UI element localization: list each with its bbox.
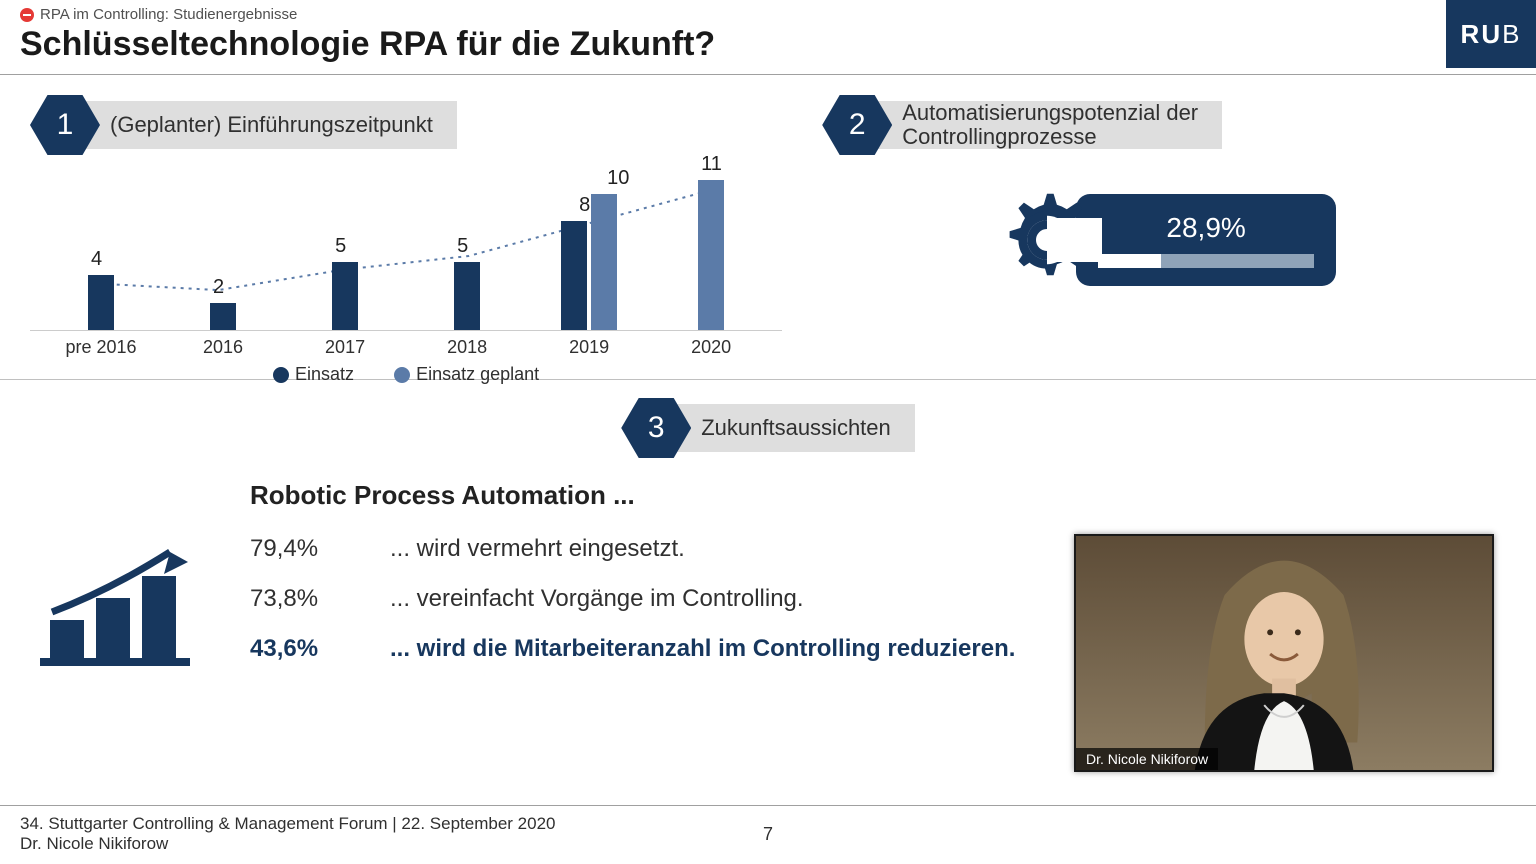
bar-value-label: 8 — [579, 194, 590, 217]
stat-percent: 73,8% — [250, 585, 350, 613]
stat-percent: 79,4% — [250, 535, 350, 563]
panel-2: 2 Automatisierungspotenzial der Controll… — [822, 95, 1506, 371]
section3-label: Zukunftsaussichten — [673, 404, 915, 452]
slide-footer: 34. Stuttgarter Controlling & Management… — [0, 805, 1536, 864]
hex-number-1: 1 — [57, 108, 74, 142]
section2-head: 2 Automatisierungspotenzial der Controll… — [822, 95, 1506, 155]
video-caption: Dr. Nicole Nikiforow — [1076, 748, 1218, 770]
chart-legend: Einsatz Einsatz geplant — [30, 358, 782, 385]
gear-icon — [992, 185, 1102, 295]
section2-label: Automatisierungspotenzial der Controllin… — [874, 101, 1222, 149]
stat-text: ... wird vermehrt eingesetzt. — [390, 535, 685, 563]
legend-item: Einsatz geplant — [394, 364, 539, 385]
chart-slot: 8 10 — [528, 161, 650, 330]
bar-value-label: 5 — [335, 235, 346, 258]
top-row: 1 (Geplanter) Einführungszeitpunkt 4 2 5 5 8… — [0, 75, 1536, 380]
footer-text: 34. Stuttgarter Controlling & Management… — [20, 814, 555, 854]
section3-head: 3 Zukunftsaussichten — [30, 398, 1506, 458]
progress-bar — [1098, 254, 1314, 268]
speaker-video: Dr. Nicole Nikiforow — [1074, 534, 1494, 772]
chart-area: 4 2 5 5 8 10 11 — [30, 161, 782, 331]
page-number: 7 — [763, 824, 773, 845]
breadcrumb-text: RPA im Controlling: Studienergebnisse — [40, 6, 297, 23]
logo-light: B — [1502, 19, 1521, 50]
bar — [88, 275, 114, 330]
bar — [332, 262, 358, 330]
page-title: Schlüsseltechnologie RPA für die Zukunft… — [20, 25, 1516, 64]
rub-logo: RUB — [1446, 0, 1536, 68]
x-label: 2018 — [406, 337, 528, 358]
bar-value-label: 5 — [457, 235, 468, 258]
panel-1: 1 (Geplanter) Einführungszeitpunkt 4 2 5 5 8… — [30, 95, 782, 371]
bullet-icon — [20, 8, 34, 22]
bar-value-label: 11 — [701, 153, 722, 176]
progress-bar-fill — [1098, 254, 1160, 268]
logo-bold: RU — [1461, 19, 1503, 50]
x-label: pre 2016 — [40, 337, 162, 358]
section3-heading: Robotic Process Automation ... — [250, 480, 1506, 511]
hex-number-3: 3 — [648, 411, 665, 445]
chart-slot: 2 — [162, 161, 284, 330]
hex-number-2: 2 — [849, 108, 866, 142]
gauge-percent: 28,9% — [1098, 212, 1314, 244]
chart-slot: 4 — [40, 161, 162, 330]
breadcrumb: RPA im Controlling: Studienergebnisse — [20, 6, 1516, 23]
chart-slot: 11 — [650, 161, 772, 330]
section1-label: (Geplanter) Einführungszeitpunkt — [82, 101, 457, 149]
gauge-box: 28,9% — [1076, 194, 1336, 286]
bar-value-label: 4 — [91, 248, 102, 271]
stat-text: ... vereinfacht Vorgänge im Controlling. — [390, 585, 804, 613]
section2-label-l2: Controllingprozesse — [902, 125, 1198, 149]
footer-line2: Dr. Nicole Nikiforow — [20, 834, 555, 854]
chart-slot: 5 — [406, 161, 528, 330]
bar — [591, 194, 617, 330]
bar-value-label: 10 — [607, 167, 629, 190]
bar-chart: 425581011 pre 201620162017201820192020 E… — [30, 161, 782, 371]
section2-label-l1: Automatisierungspotenzial der — [902, 101, 1198, 125]
bar — [454, 262, 480, 330]
growth-icon — [40, 540, 210, 675]
bar — [210, 303, 236, 330]
chart-slot: 5 — [284, 161, 406, 330]
x-label: 2016 — [162, 337, 284, 358]
x-label: 2020 — [650, 337, 772, 358]
x-axis-labels: pre 201620162017201820192020 — [30, 331, 782, 358]
gauge: 28,9% — [822, 185, 1506, 295]
bar — [561, 221, 587, 330]
footer-line1: 34. Stuttgarter Controlling & Management… — [20, 814, 555, 834]
x-label: 2017 — [284, 337, 406, 358]
legend-item: Einsatz — [273, 364, 354, 385]
bar — [698, 180, 724, 330]
section1-head: 1 (Geplanter) Einführungszeitpunkt — [30, 95, 782, 155]
x-label: 2019 — [528, 337, 650, 358]
stat-text: ... wird die Mitarbeiteranzahl im Contro… — [390, 635, 1015, 663]
stat-percent: 43,6% — [250, 635, 350, 663]
slide-header: RPA im Controlling: Studienergebnisse Sc… — [0, 0, 1536, 75]
bar-value-label: 2 — [213, 276, 224, 299]
